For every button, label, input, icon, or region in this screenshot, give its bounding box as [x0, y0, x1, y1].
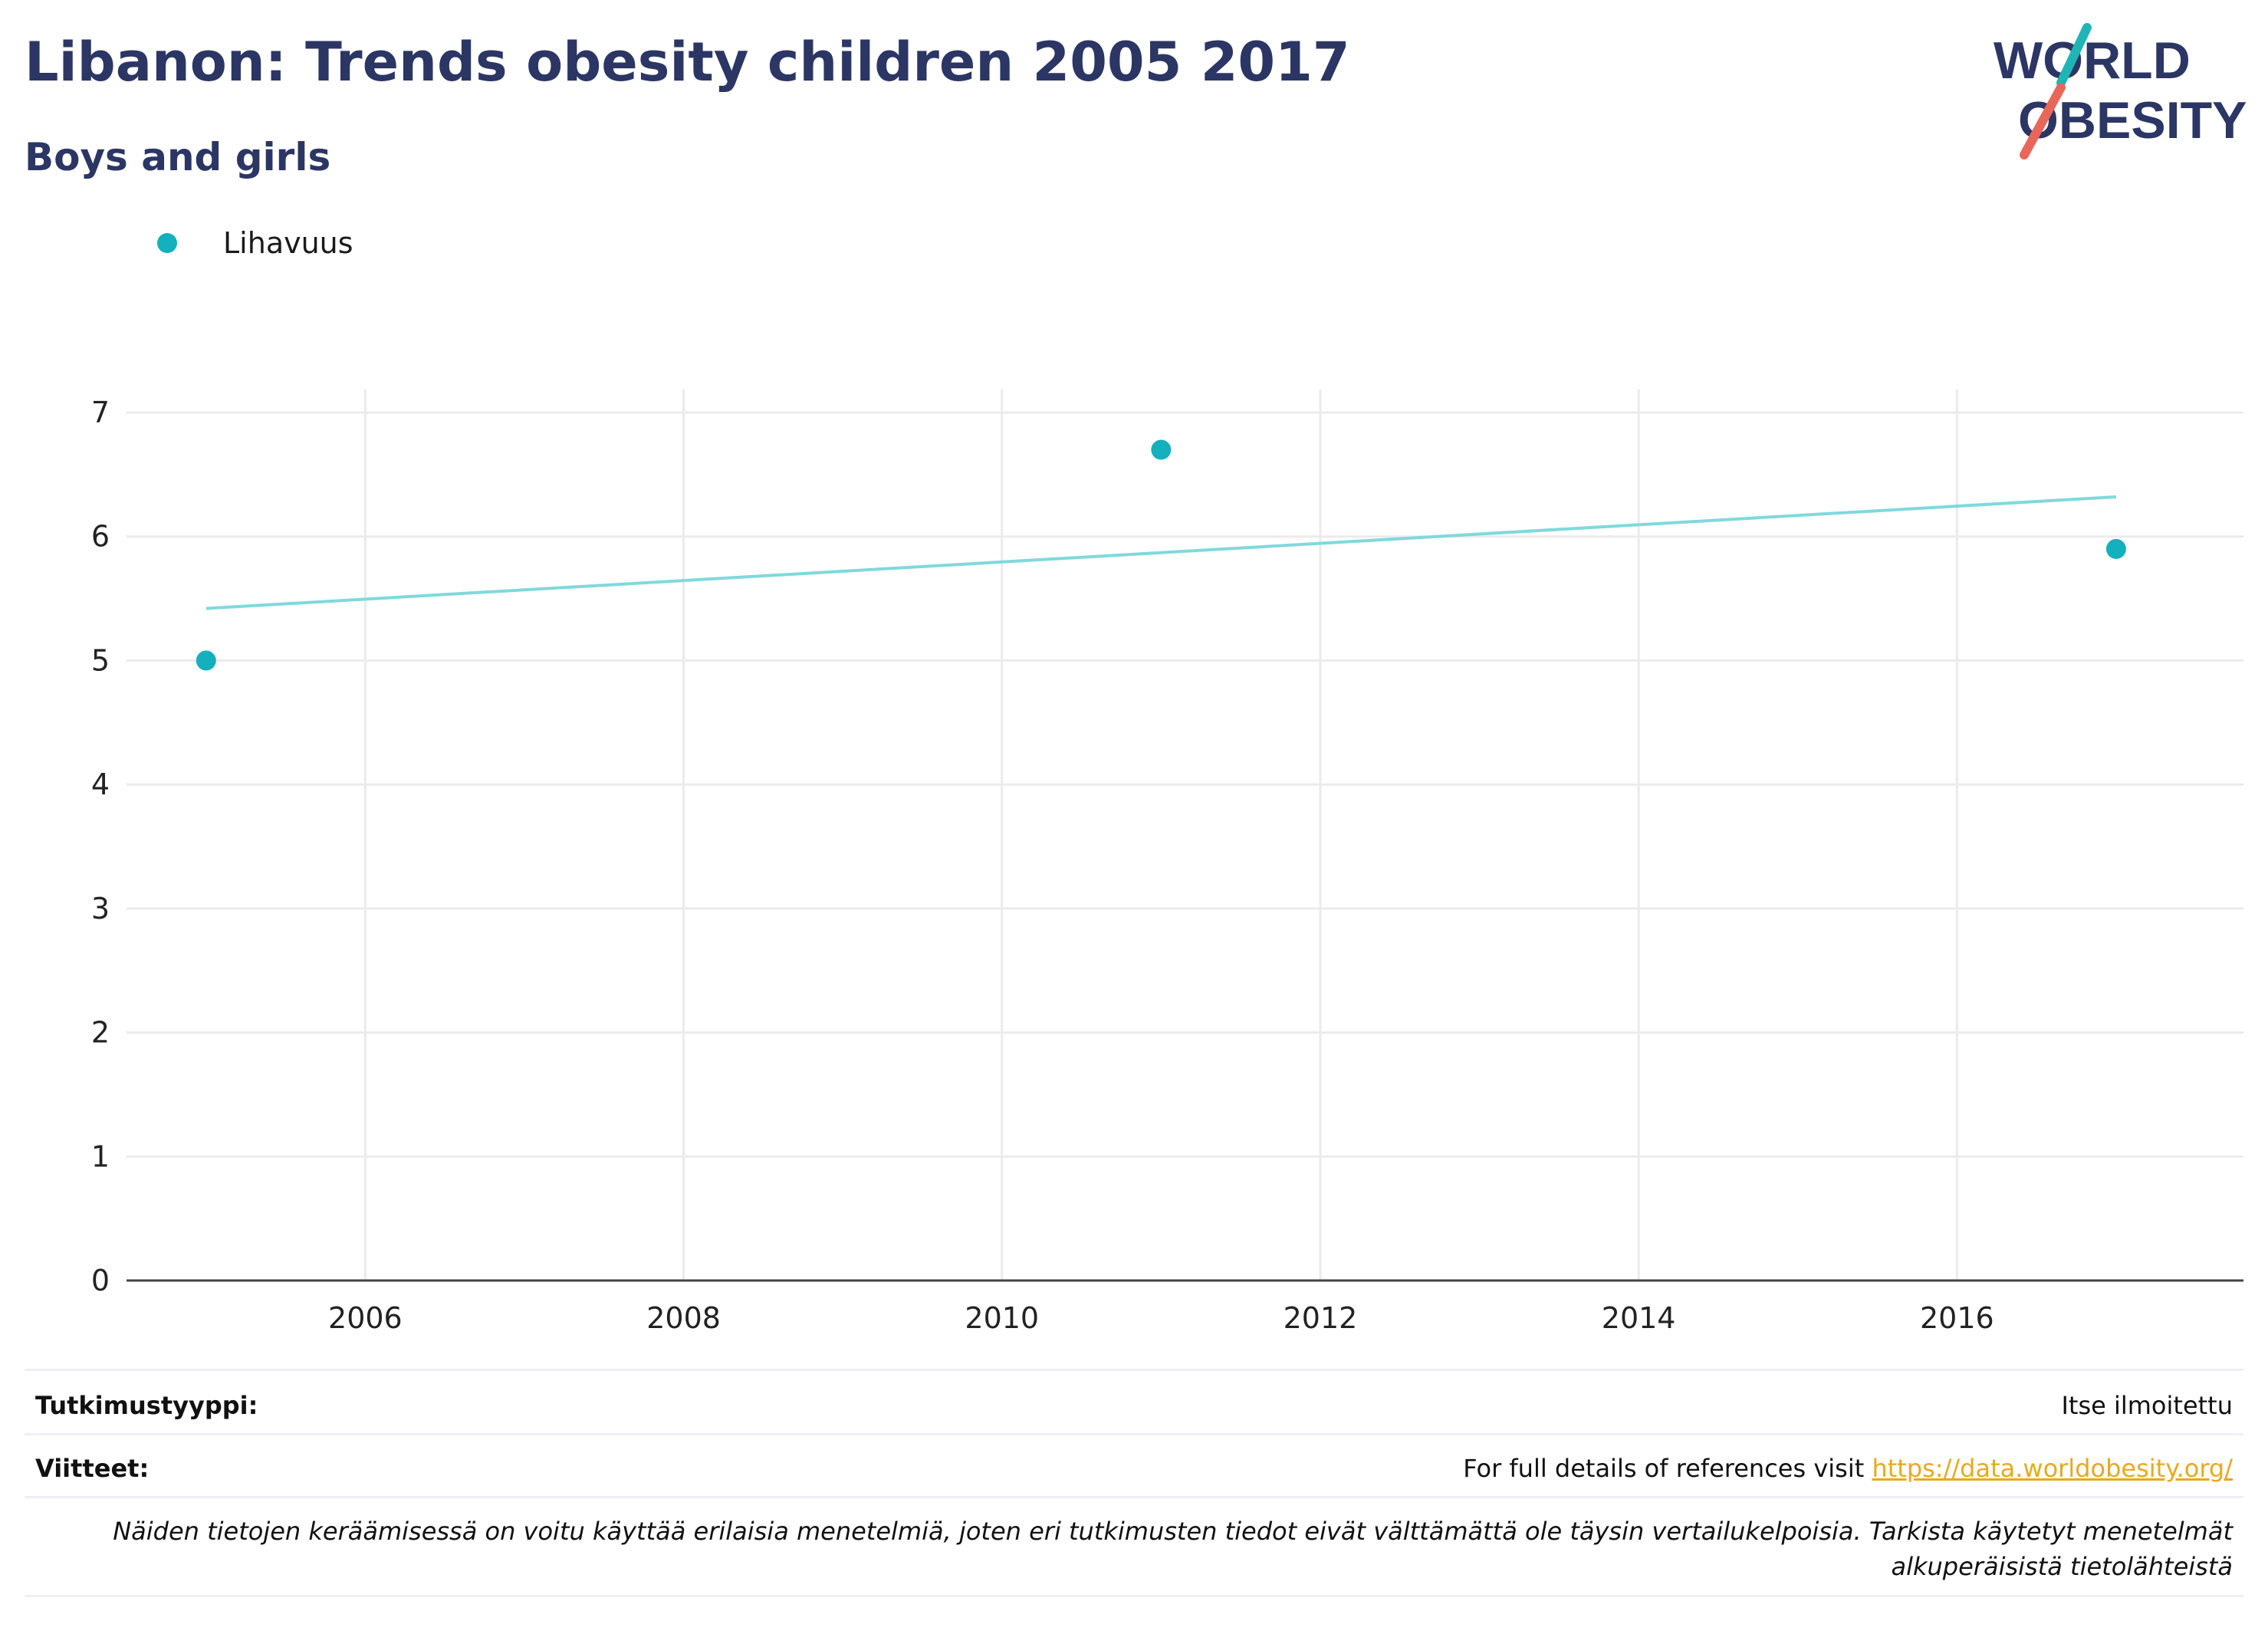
- trendline: [205, 495, 2117, 610]
- x-tick-label: 2006: [328, 1301, 403, 1334]
- data-point: [1151, 439, 1172, 460]
- references-link[interactable]: https://data.worldobesity.org/: [1872, 1454, 2233, 1483]
- references-label: Viitteet:: [35, 1454, 150, 1483]
- references-value: For full details of references visit htt…: [1463, 1454, 2233, 1483]
- y-tick-label: 7: [91, 396, 110, 429]
- y-tick-label: 5: [91, 643, 110, 677]
- legend[interactable]: Lihavuus: [157, 226, 353, 260]
- logo-red-slash: [2020, 83, 2066, 159]
- references-row: Viitteet: For full details of references…: [25, 1433, 2243, 1498]
- y-tick-label: 4: [91, 768, 110, 801]
- x-tick-label: 2010: [965, 1301, 1039, 1334]
- x-tick-label: 2008: [646, 1301, 721, 1334]
- x-tick-label: 2014: [1602, 1301, 1676, 1334]
- y-tick-label: 0: [91, 1264, 110, 1297]
- x-tick-label: 2016: [1920, 1301, 1994, 1334]
- y-tick-label: 2: [91, 1016, 110, 1050]
- page-subtitle: Boys and girls: [25, 135, 331, 179]
- references-text: For full details of references visit: [1463, 1454, 1872, 1483]
- y-tick-label: 3: [91, 892, 110, 925]
- world-obesity-logo: WORLD OBESITY: [1994, 23, 2247, 159]
- legend-marker: [157, 233, 177, 253]
- logo-line-1: WORLD: [1994, 31, 2191, 90]
- data-point: [196, 650, 216, 671]
- chart: 0 1 2 3 4 5 6 7 2006 2008 2010 2012 2014 2016: [91, 390, 2243, 1334]
- logo-teal-slash: [2056, 23, 2092, 87]
- note-row: Näiden tietojen keräämisessä on voitu kä…: [25, 1496, 2243, 1597]
- study-type-row: Tutkimustyyppi: Itse ilmoitettu: [25, 1369, 2243, 1435]
- methodology-note: Näiden tietojen keräämisessä on voitu kä…: [113, 1517, 2233, 1581]
- study-type-value: Itse ilmoitettu: [2061, 1391, 2233, 1420]
- legend-label: Lihavuus: [223, 226, 353, 260]
- study-type-label: Tutkimustyyppi:: [35, 1391, 258, 1420]
- y-tick-label: 6: [91, 520, 110, 554]
- data-point: [2105, 538, 2126, 559]
- page-title: Libanon: Trends obesity children 2005 20…: [25, 31, 1350, 94]
- y-tick-label: 1: [91, 1139, 110, 1173]
- x-tick-label: 2012: [1284, 1301, 1358, 1334]
